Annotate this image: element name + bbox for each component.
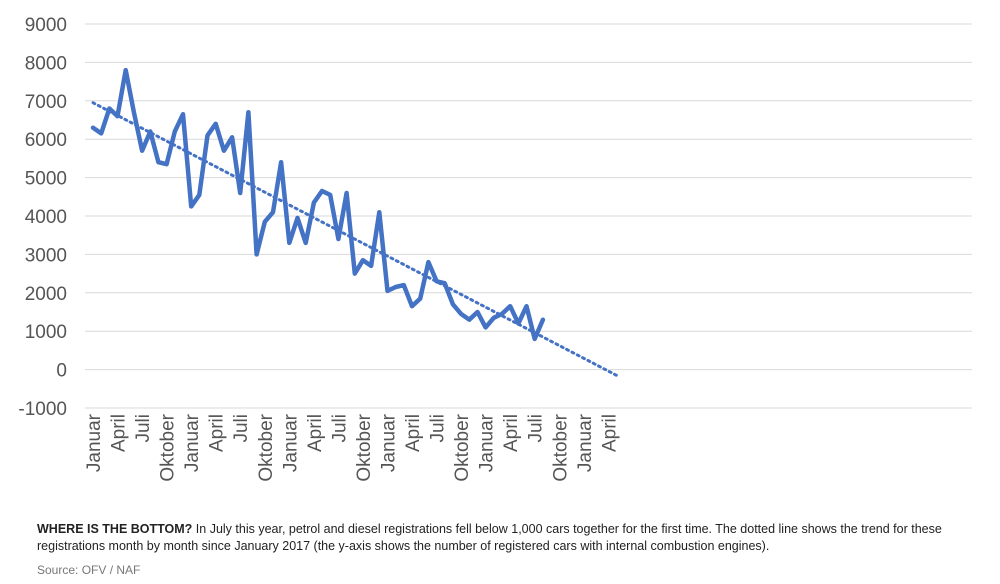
registrations-series [90, 67, 546, 342]
x-tick-label: Januar [378, 413, 399, 472]
line-chart: 9000 8000 7000 6000 5000 4000 3000 2000 1000 0 -10… [18, 15, 972, 482]
x-tick-label: Januar [84, 413, 105, 472]
x-tick-label: Juli [526, 414, 547, 443]
x-tick-label: Oktober [550, 413, 571, 481]
y-axis-ticks: 9000 8000 7000 6000 5000 4000 3000 2000 1000 0 -10… [18, 15, 67, 420]
x-tick-label: Oktober [354, 413, 375, 481]
x-tick-label: April [207, 414, 228, 452]
grid-lines [85, 23, 972, 409]
x-tick-label: April [599, 414, 620, 452]
y-tick-label: 6000 [25, 130, 67, 151]
y-tick-label: 8000 [25, 53, 67, 74]
x-tick-label: Oktober [158, 413, 179, 481]
y-tick-label: 7000 [25, 92, 67, 113]
x-axis-ticks: Januar April Juli Oktober Januar April Juli Okt… [84, 413, 620, 481]
y-tick-label: 3000 [25, 245, 67, 266]
x-tick-label: Oktober [452, 413, 473, 481]
x-tick-label: Juli [329, 414, 350, 443]
source-note: Source: OFV / NAF [37, 563, 141, 577]
x-tick-label: Januar [182, 413, 203, 472]
chart: 9000 8000 7000 6000 5000 4000 3000 2000 1000 0 -10… [18, 15, 972, 482]
y-tick-label: 1000 [25, 322, 67, 343]
x-tick-label: Januar [575, 413, 596, 472]
y-tick-label: 0 [56, 361, 67, 382]
x-tick-label: Januar [477, 413, 498, 472]
caption-text: In July this year, petrol and diesel reg… [37, 522, 942, 553]
x-tick-label: Juli [231, 414, 252, 443]
caption-lead: WHERE IS THE BOTTOM? [37, 522, 193, 536]
trend-dotted-line [91, 101, 619, 377]
y-tick-label: 5000 [25, 169, 67, 190]
figure-caption: WHERE IS THE BOTTOM? In July this year, … [37, 521, 987, 555]
x-tick-label: Juli [428, 414, 449, 443]
y-tick-label: -1000 [18, 399, 67, 420]
x-tick-label: Juli [133, 414, 154, 443]
y-tick-label: 9000 [25, 15, 67, 36]
trend-line [91, 101, 619, 377]
y-tick-label: 4000 [25, 207, 67, 228]
series-line [90, 67, 546, 342]
x-tick-label: April [501, 414, 522, 452]
y-tick-label: 2000 [25, 284, 67, 305]
x-tick-label: April [109, 414, 130, 452]
x-tick-label: Oktober [256, 413, 277, 481]
x-tick-label: April [403, 414, 424, 452]
x-tick-label: April [305, 414, 326, 452]
x-tick-label: Januar [280, 413, 301, 472]
